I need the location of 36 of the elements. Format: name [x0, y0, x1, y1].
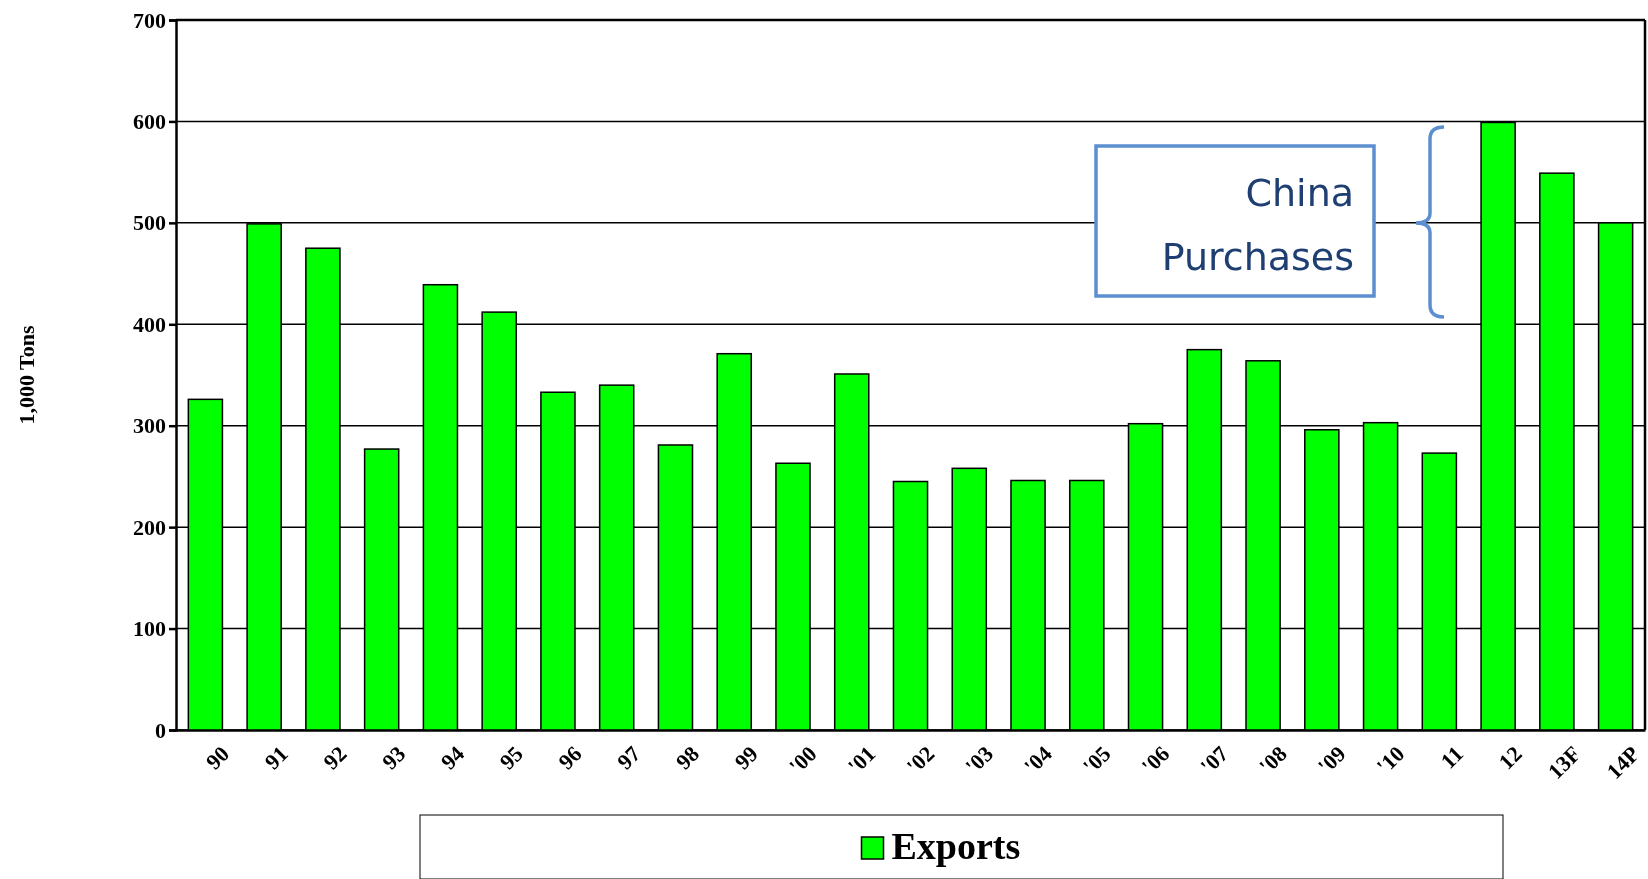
x-tick-label: '07 — [1195, 741, 1233, 779]
x-tick-label: 91 — [259, 741, 293, 775]
x-tick-label: 97 — [612, 741, 646, 775]
annotation: China Purchases — [1161, 171, 1354, 279]
y-tick-label: 200 — [133, 514, 166, 540]
legend-label: Exports — [891, 825, 1021, 867]
y-tick-label: 400 — [133, 311, 166, 337]
y-tick-label: 0 — [155, 717, 166, 743]
x-tick-label: '10 — [1371, 741, 1410, 779]
x-tick-label: 96 — [553, 741, 587, 775]
x-tick-label: '05 — [1077, 741, 1116, 779]
x-tick-label: 95 — [494, 741, 528, 775]
x-tick-label: '04 — [1019, 741, 1057, 779]
y-tick-label: 700 — [133, 7, 166, 33]
x-tick-label: '00 — [784, 741, 822, 779]
x-tick-label: '09 — [1312, 741, 1351, 779]
y-tick-label: 600 — [133, 108, 166, 134]
y-axis-title: 1,000 Tons — [14, 325, 39, 425]
x-tick-label: 12 — [1493, 741, 1527, 775]
x-tick-label: 14P — [1601, 741, 1645, 784]
x-tick-label: 13F — [1542, 741, 1586, 784]
x-tick-label: '08 — [1254, 741, 1292, 779]
x-tick-label: 90 — [200, 741, 235, 775]
x-tick-label: '06 — [1136, 741, 1175, 779]
y-tick-label: 100 — [133, 616, 166, 642]
x-tick-label: 99 — [729, 741, 763, 775]
y-tick-label: 300 — [133, 413, 166, 439]
x-tick-label: 92 — [318, 741, 352, 775]
x-tick-label: 11 — [1435, 741, 1469, 774]
x-tick-label: '02 — [901, 741, 940, 779]
x-tick-label: 93 — [377, 741, 411, 775]
y-tick-label: 500 — [133, 210, 166, 236]
x-tick-label: 94 — [435, 741, 470, 775]
x-tick-label: '01 — [842, 741, 881, 779]
x-tick-label: '03 — [960, 741, 998, 779]
x-tick-label: 98 — [670, 741, 705, 775]
